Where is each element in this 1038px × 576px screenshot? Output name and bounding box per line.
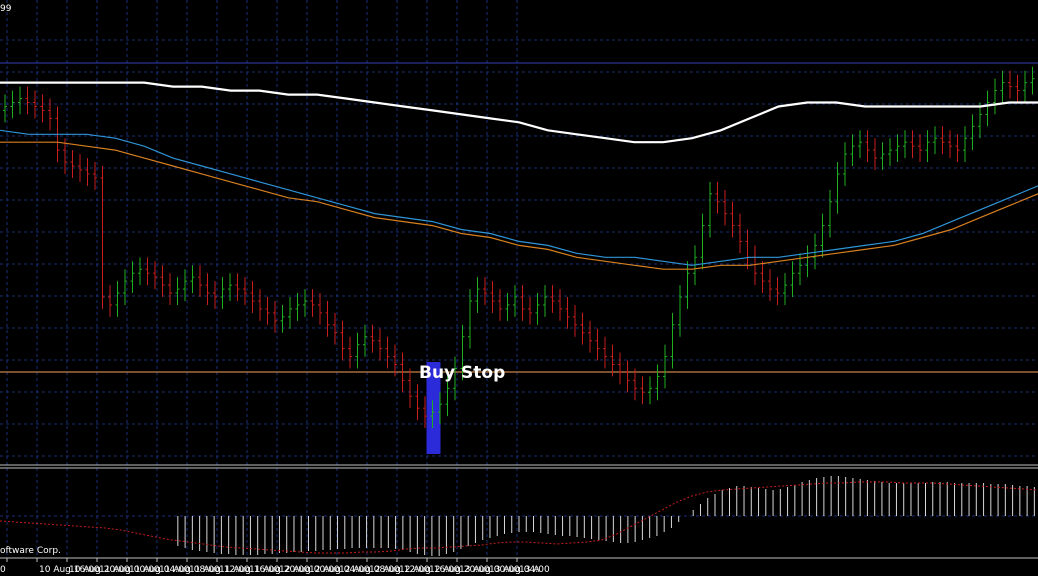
ma-mid-line — [0, 129, 1038, 266]
x-tick-label: 11 Aug 00:00 — [99, 565, 160, 575]
x-tick-label: 11 Aug 20:00 — [249, 565, 310, 575]
signal-bar-highlight — [426, 362, 441, 454]
x-tick-label: 12 Aug 08:00 — [339, 565, 400, 575]
x-tick-label: 11 Aug 12:00 — [189, 565, 250, 575]
x-tick-label: 12 Aug 12:00 — [369, 565, 430, 575]
signal-line — [0, 481, 1038, 554]
oscillator-histogram — [177, 476, 1035, 556]
x-tick-label: 12 Aug 00:00 — [279, 565, 340, 575]
moving-averages — [0, 81, 1038, 270]
x-tick-label: 11 Aug 08:00 — [159, 565, 220, 575]
corner-label: 99 — [0, 4, 12, 14]
candlesticks — [3, 66, 1035, 454]
x-tick-label: 12 Aug 04:00 — [309, 565, 370, 575]
x-tick-label: 10 Aug 20:00 — [69, 565, 130, 575]
x-tick-label: 13 A — [519, 565, 540, 575]
panel-separator — [0, 464, 1038, 469]
ma-fast-line — [0, 141, 1038, 270]
x-tick-label: 13 Aug 00:00 — [459, 565, 520, 575]
oscillator-signal — [0, 481, 1038, 554]
buy-stop-label: Buy Stop — [419, 363, 505, 383]
x-tick-label: 0 — [0, 565, 6, 575]
x-tick-label: 11 Aug 16:00 — [219, 565, 280, 575]
x-tick-label: 10 Aug 16:00 — [39, 565, 100, 575]
x-tick-label: 12 Aug 20:00 — [429, 565, 490, 575]
x-tick-label: 11 Aug 04:00 — [129, 565, 190, 575]
copyright-label: oftware Corp. — [0, 546, 61, 556]
horizontal-levels — [0, 62, 1038, 373]
x-tick-label: 13 Aug 04:00 — [489, 565, 550, 575]
x-tick-label: 12 Aug 16:00 — [399, 565, 460, 575]
ma-slow-line — [0, 81, 1038, 144]
